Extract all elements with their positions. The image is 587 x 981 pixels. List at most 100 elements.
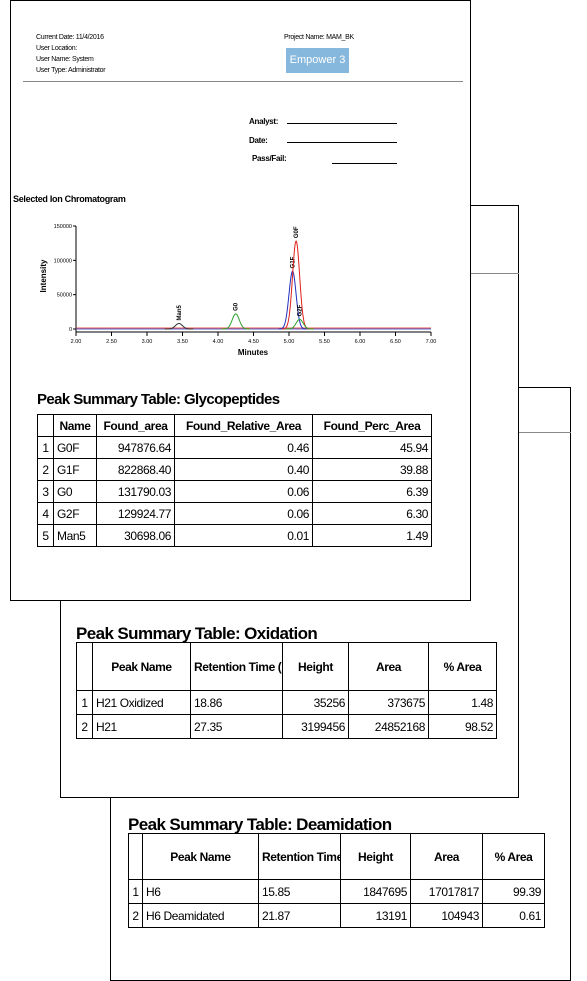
cell: 947876.64 bbox=[96, 436, 175, 459]
cell: 0.06 bbox=[174, 502, 313, 525]
cell: 30698.06 bbox=[96, 524, 175, 547]
user-type: User Type: Administrator bbox=[36, 67, 106, 74]
cell: 1 bbox=[76, 690, 93, 715]
cell: 0.01 bbox=[174, 524, 313, 547]
row: 2 G1F 822868.40 0.40 39.88 bbox=[37, 458, 432, 481]
peak bbox=[285, 318, 314, 330]
cell: G0 bbox=[53, 480, 97, 503]
cell: 17017817 bbox=[410, 879, 483, 904]
y-tick-label: 100000 bbox=[54, 258, 72, 264]
row: 2 H21 27.35 3199456 24852168 98.52 bbox=[76, 714, 497, 739]
cell: 2 bbox=[37, 458, 54, 481]
header-cell: Name bbox=[53, 414, 97, 437]
cell: 0.06 bbox=[174, 480, 313, 503]
header-cell: Height bbox=[282, 642, 349, 691]
table-title: Peak Summary Table: Deamidation bbox=[128, 815, 392, 834]
x-tick-label: 5.50 bbox=[319, 339, 330, 345]
cell: 6.39 bbox=[312, 480, 432, 503]
peak-label: Man5 bbox=[177, 305, 183, 321]
user-name: User Name: System bbox=[36, 56, 94, 63]
row: 2 H6 Deamidated 21.87 13191 104943 0.61 bbox=[128, 903, 545, 928]
header-cell: Found_Relative_Area bbox=[174, 414, 313, 437]
cell: 2 bbox=[128, 903, 143, 928]
header-cell: Peak Name bbox=[92, 642, 191, 691]
header-cell: Peak Name bbox=[142, 833, 259, 880]
cell: 1.49 bbox=[312, 524, 432, 547]
peak-label: G2F bbox=[298, 304, 304, 316]
cell: G2F bbox=[53, 502, 97, 525]
cell: 45.94 bbox=[312, 436, 432, 459]
x-tick-label: 2.50 bbox=[106, 339, 117, 345]
peak bbox=[221, 313, 250, 330]
cell: 373675 bbox=[348, 690, 429, 715]
signoff-label: Date: bbox=[249, 136, 268, 145]
header-cell bbox=[76, 642, 93, 691]
rule bbox=[23, 81, 463, 82]
header-cell bbox=[128, 833, 143, 880]
cell: 5 bbox=[37, 524, 54, 547]
cell: 39.88 bbox=[312, 458, 432, 481]
cell: 1.48 bbox=[428, 690, 497, 715]
cell: 21.87 bbox=[258, 903, 341, 928]
user-location: User Location: bbox=[36, 45, 77, 52]
current-date: Current Date: 11/4/2016 bbox=[36, 34, 104, 41]
row: 4 G2F 129924.77 0.06 6.30 bbox=[37, 502, 432, 525]
signoff-label: Analyst: bbox=[249, 117, 279, 126]
cell: 0.40 bbox=[174, 458, 313, 481]
header-cell: Retention Time (min) bbox=[258, 833, 341, 880]
header-cell: Area bbox=[410, 833, 483, 880]
x-axis-label: Minutes bbox=[238, 348, 269, 357]
header-cell bbox=[37, 414, 54, 437]
row: 1 H6 15.85 1847695 17017817 99.39 bbox=[128, 879, 545, 904]
x-tick-label: 2.00 bbox=[71, 339, 82, 345]
cell: 18.86 bbox=[190, 690, 283, 715]
header-cell: Found_area bbox=[96, 414, 175, 437]
signoff-line bbox=[332, 163, 397, 164]
cell: 822868.40 bbox=[96, 458, 175, 481]
logo: Empower 3 bbox=[286, 48, 349, 73]
signoff-line bbox=[287, 123, 397, 124]
page-1: Current Date: 11/4/2016 User Location: U… bbox=[10, 0, 471, 601]
x-tick-label: 3.50 bbox=[177, 339, 188, 345]
project-name: Project Name: MAM_BK bbox=[284, 34, 354, 41]
cell: 0.46 bbox=[174, 436, 313, 459]
cell: H21 Oxidized bbox=[92, 690, 191, 715]
peak-label: G0 bbox=[234, 302, 240, 311]
header-cell: Retention Time (min) bbox=[190, 642, 283, 691]
cell: 6.30 bbox=[312, 502, 432, 525]
y-tick-label: 50000 bbox=[57, 293, 72, 299]
x-tick-label: 7.00 bbox=[426, 339, 437, 345]
cell: G0F bbox=[53, 436, 97, 459]
cell: 2 bbox=[76, 714, 93, 739]
y-tick-label: 0 bbox=[69, 327, 72, 333]
cell: Man5 bbox=[53, 524, 97, 547]
header-cell: Found_Perc_Area bbox=[312, 414, 432, 437]
cell: 1847695 bbox=[340, 879, 411, 904]
cell: 131790.03 bbox=[96, 480, 175, 503]
x-tick-label: 4.00 bbox=[213, 339, 224, 345]
cell: 24852168 bbox=[348, 714, 429, 739]
x-tick-label: 6.00 bbox=[355, 339, 366, 345]
peak bbox=[164, 323, 194, 330]
cell: 13191 bbox=[340, 903, 411, 928]
row: 5 Man5 30698.06 0.01 1.49 bbox=[37, 524, 432, 547]
cell: 98.52 bbox=[428, 714, 497, 739]
y-axis-label: Intensity bbox=[39, 259, 48, 292]
x-tick-label: 3.00 bbox=[142, 339, 153, 345]
signoff-label: Pass/Fail: bbox=[252, 154, 287, 163]
header-cell: Area bbox=[348, 642, 429, 691]
cell: H21 bbox=[92, 714, 191, 739]
table: Name Found_area Found_Relative_Area Found_P… bbox=[37, 414, 432, 547]
cell: 99.39 bbox=[482, 879, 545, 904]
x-tick-label: 6.50 bbox=[390, 339, 401, 345]
signoff-line bbox=[287, 142, 397, 143]
cell: 35256 bbox=[282, 690, 349, 715]
table-title: Peak Summary Table: Glycopeptides bbox=[37, 391, 280, 408]
cell: 4 bbox=[37, 502, 54, 525]
peak-label: G0F bbox=[294, 226, 300, 238]
row: 1 H21 Oxidized 18.86 35256 373675 1.48 bbox=[76, 690, 497, 715]
row: 1 G0F 947876.64 0.46 45.94 bbox=[37, 436, 432, 459]
